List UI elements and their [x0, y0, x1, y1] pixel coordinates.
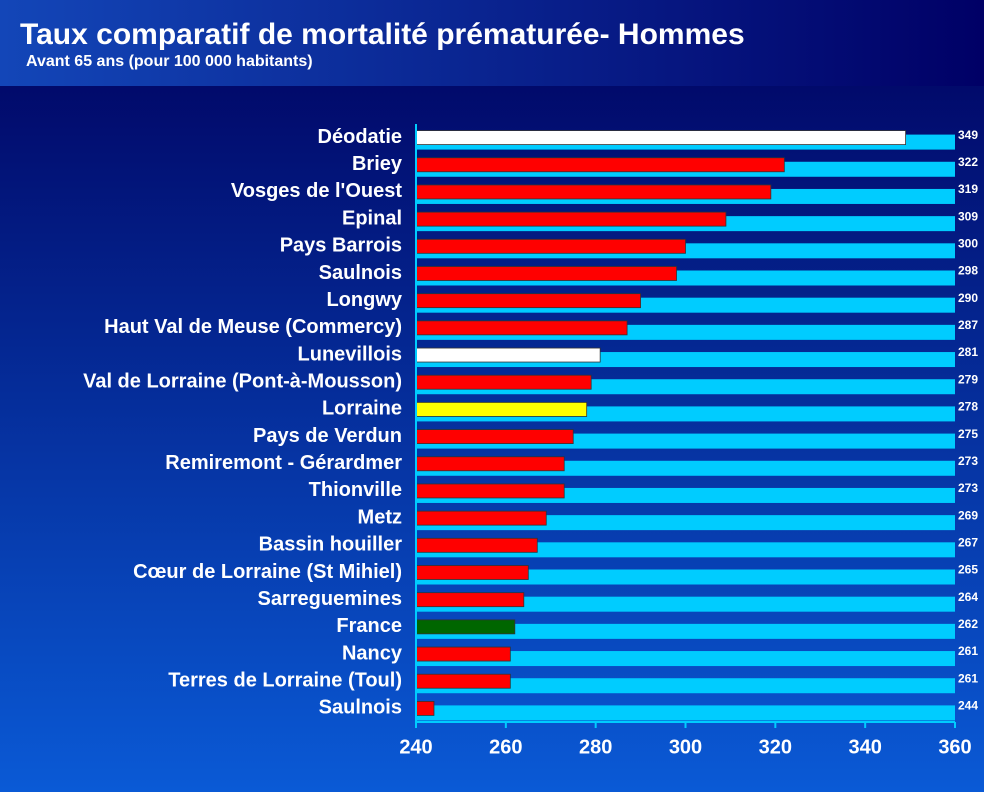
bar [415, 510, 547, 526]
category-label: Cœur de Lorraine (St Mihiel) [133, 561, 402, 583]
value-label: 244 [958, 699, 978, 713]
bar [415, 374, 592, 390]
row-band [416, 651, 955, 667]
value-label: 300 [958, 236, 978, 250]
row-band [416, 596, 955, 612]
bar [415, 293, 641, 309]
value-label: 319 [958, 182, 978, 196]
category-label: Haut Val de Meuse (Commercy) [104, 316, 402, 338]
category-label: Remiremont - Gérardmer [165, 452, 402, 474]
bar [415, 402, 588, 417]
bar [415, 456, 565, 472]
bar [415, 537, 538, 553]
bar [415, 673, 511, 689]
chart-title: Taux comparatif de mortalité prématurée-… [20, 18, 745, 51]
bar [415, 157, 785, 173]
category-label: Val de Lorraine (Pont-à-Mousson) [83, 371, 402, 393]
category-label: Sarreguemines [257, 588, 402, 610]
bar [415, 429, 574, 444]
bar [415, 320, 628, 336]
category-label: Nancy [342, 642, 403, 664]
bar [415, 565, 529, 580]
category-label: Thionville [309, 479, 402, 501]
row-band [416, 678, 955, 694]
value-label: 264 [958, 590, 978, 604]
category-label: Saulnois [319, 697, 402, 719]
value-label: 261 [958, 671, 978, 685]
value-label: 269 [958, 508, 978, 522]
category-label: Déodatie [318, 126, 402, 148]
x-tick-label: 260 [489, 736, 522, 758]
bar [415, 701, 435, 716]
header [0, 0, 984, 86]
row-band [416, 542, 955, 558]
value-label: 287 [958, 318, 978, 332]
row-band [416, 623, 955, 639]
value-label: 290 [958, 291, 978, 305]
x-tick-label: 240 [399, 736, 432, 758]
category-label: Bassin houiller [259, 534, 403, 556]
bar [415, 347, 601, 363]
bar [415, 619, 516, 635]
bar [415, 646, 511, 662]
x-tick-label: 320 [759, 736, 792, 758]
value-label: 267 [958, 535, 978, 549]
bar [415, 238, 686, 254]
category-label: Pays de Verdun [253, 425, 402, 447]
value-label: 349 [958, 128, 978, 142]
x-tick-label: 300 [669, 736, 702, 758]
bar [415, 266, 677, 281]
x-tick-label: 280 [579, 736, 612, 758]
x-tick-label: 360 [938, 736, 971, 758]
value-label: 322 [958, 155, 978, 169]
value-label: 309 [958, 209, 978, 223]
category-label: Lunevillois [298, 343, 402, 365]
chart-subtitle: Avant 65 ans (pour 100 000 habitants) [26, 53, 313, 70]
category-label: Lorraine [322, 398, 402, 420]
row-band [416, 705, 955, 721]
value-label: 281 [958, 345, 978, 359]
value-label: 273 [958, 454, 978, 468]
category-label: Saulnois [319, 262, 402, 284]
value-label: 273 [958, 481, 978, 495]
bar [415, 211, 727, 227]
category-label: Vosges de l'Ouest [231, 180, 402, 202]
value-label: 261 [958, 644, 978, 658]
row-band [416, 569, 955, 585]
value-label: 298 [958, 264, 978, 278]
bar [415, 184, 772, 200]
value-label: 279 [958, 372, 978, 386]
bar [415, 130, 906, 145]
value-label: 265 [958, 563, 978, 577]
x-tick-label: 340 [848, 736, 881, 758]
category-label: Epinal [342, 207, 402, 229]
row-band [416, 515, 955, 531]
category-label: Briey [352, 153, 403, 175]
category-label: Metz [358, 506, 402, 528]
bar [415, 483, 565, 499]
value-label: 262 [958, 617, 978, 631]
category-label: Pays Barrois [280, 235, 402, 257]
bar [415, 592, 525, 608]
category-label: Longwy [326, 289, 402, 311]
value-label: 275 [958, 427, 978, 441]
category-label: Terres de Lorraine (Toul) [168, 670, 402, 692]
category-label: France [336, 615, 402, 637]
value-label: 278 [958, 400, 978, 414]
